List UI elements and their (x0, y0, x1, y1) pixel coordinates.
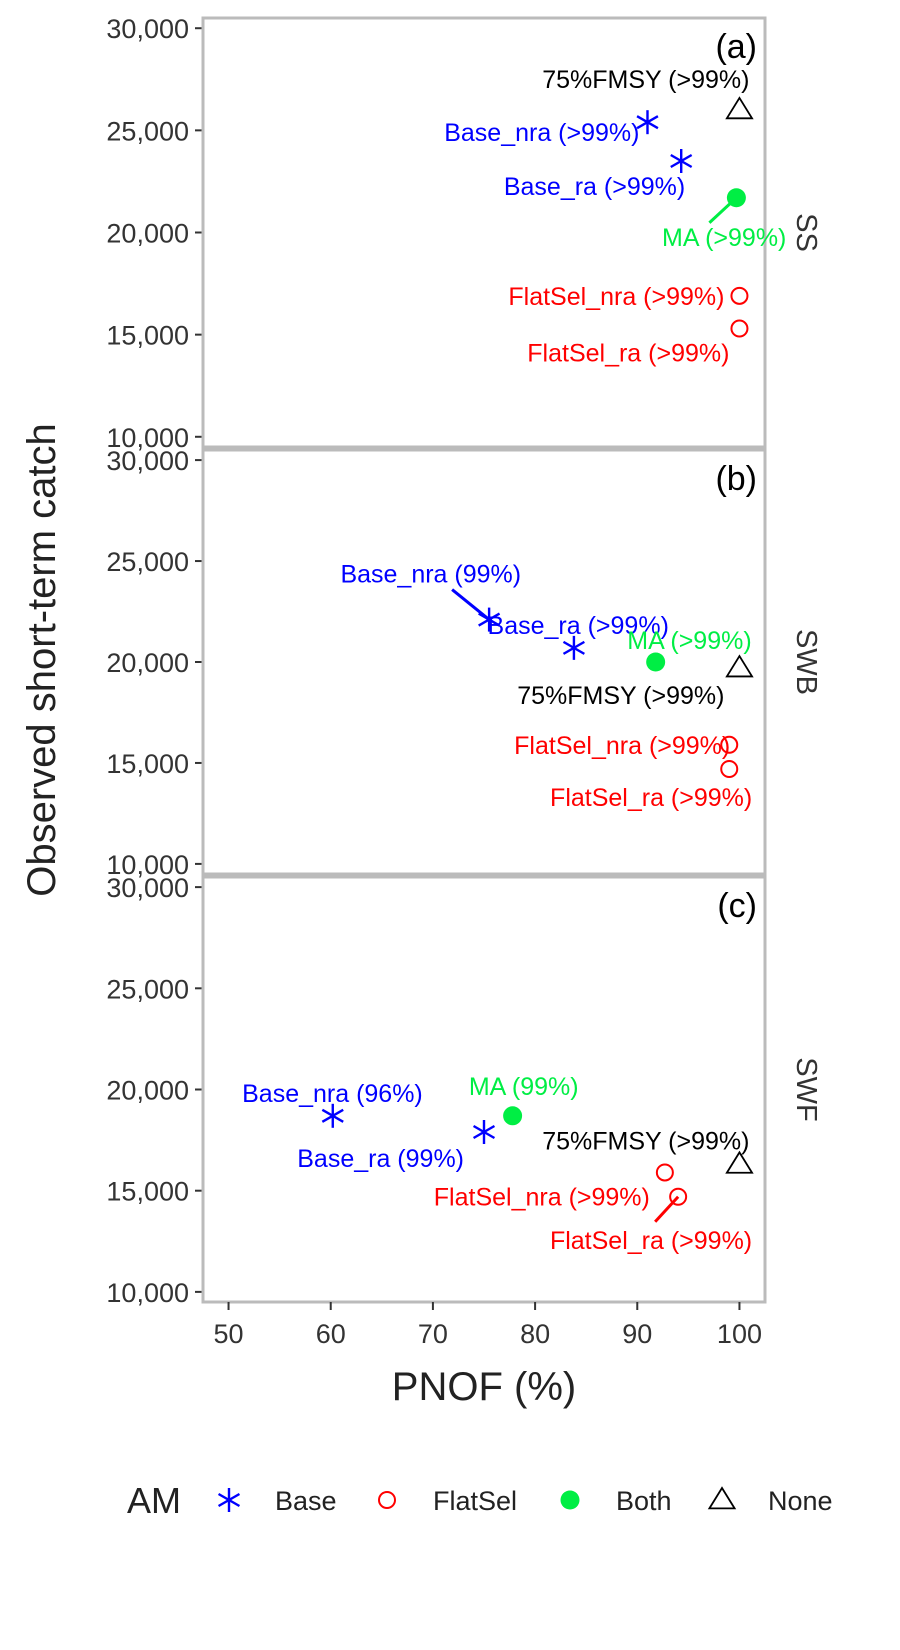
point-label: Base_ra (>99%) (488, 612, 669, 640)
legend-marker (378, 1491, 396, 1509)
x-tick-label: 70 (418, 1319, 448, 1349)
data-point (725, 96, 754, 120)
data-point (730, 286, 749, 305)
point-label: FlatSel_ra (>99%) (550, 784, 752, 812)
data-point (655, 1163, 674, 1182)
legend-label: FlatSel (433, 1486, 517, 1516)
x-tick-label: 60 (316, 1319, 346, 1349)
data-point (478, 607, 501, 632)
data-point (720, 760, 739, 779)
y-tick-label: 15,000 (106, 749, 189, 779)
y-tick-label: 30,000 (106, 873, 189, 903)
point-label: MA (>99%) (662, 224, 786, 252)
legend-title: AM (127, 1480, 181, 1521)
point-label: FlatSel_ra (>99%) (550, 1227, 752, 1255)
facet-strip-label: SS (790, 213, 822, 252)
panel-tag: (a) (715, 28, 757, 66)
facet-strip-label: SWB (790, 629, 822, 695)
point-label: Base_nra (>99%) (444, 119, 639, 147)
data-point (669, 1187, 688, 1206)
point-label: FlatSel_nra (>99%) (434, 1183, 650, 1211)
legend-label: None (768, 1486, 833, 1516)
y-tick-label: 30,000 (106, 14, 189, 44)
point-label: Base_nra (96%) (242, 1080, 423, 1108)
data-point (646, 652, 666, 672)
facet-strip-label: SWF (790, 1057, 822, 1121)
panel-tag: (c) (717, 887, 757, 925)
legend-label: Both (616, 1486, 672, 1516)
point-label: Base_nra (99%) (340, 561, 521, 589)
data-point (725, 654, 754, 678)
point-label: MA (99%) (469, 1073, 579, 1101)
point-label: FlatSel_nra (>99%) (508, 283, 724, 311)
point-label: 75%FMSY (>99%) (542, 66, 749, 94)
x-tick-label: 50 (214, 1319, 244, 1349)
y-axis-title: Observed short-term catch (20, 423, 64, 897)
point-label: 75%FMSY (>99%) (542, 1127, 749, 1155)
x-tick-label: 100 (717, 1319, 762, 1349)
data-point (562, 635, 585, 660)
data-point (730, 319, 749, 338)
legend-marker (560, 1490, 580, 1510)
data-point (725, 1150, 754, 1174)
y-tick-label: 25,000 (106, 547, 189, 577)
x-axis-title: PNOF (%) (392, 1365, 576, 1409)
panel-border (201, 448, 767, 876)
label-leader-line (451, 588, 491, 621)
data-point (726, 188, 746, 208)
data-point (670, 149, 693, 173)
legend-label: Base (275, 1486, 337, 1516)
y-tick-label: 15,000 (106, 321, 189, 351)
y-tick-label: 30,000 (106, 446, 189, 476)
legend-marker (217, 1488, 241, 1512)
y-tick-label: 20,000 (106, 1076, 189, 1106)
x-tick-label: 80 (520, 1319, 550, 1349)
y-tick-label: 20,000 (106, 648, 189, 678)
point-label: 75%FMSY (>99%) (517, 682, 724, 710)
point-label: MA (>99%) (627, 627, 751, 655)
point-label: FlatSel_ra (>99%) (527, 340, 729, 368)
data-point (503, 1106, 523, 1126)
y-tick-label: 10,000 (106, 1278, 189, 1308)
panel-tag: (b) (715, 460, 757, 498)
label-leader-line (654, 1195, 680, 1223)
x-tick-label: 90 (622, 1319, 652, 1349)
point-label: FlatSel_nra (>99%) (514, 732, 730, 760)
legend-marker (707, 1486, 737, 1510)
panel-border (201, 875, 767, 1304)
panel-border (201, 16, 767, 449)
y-tick-label: 25,000 (106, 116, 189, 146)
data-point (321, 1103, 344, 1128)
data-point (472, 1120, 496, 1144)
y-tick-label: 25,000 (106, 974, 189, 1004)
y-tick-label: 20,000 (106, 219, 189, 249)
point-label: Base_ra (>99%) (504, 173, 685, 201)
y-tick-label: 15,000 (106, 1177, 189, 1207)
data-point (720, 735, 739, 754)
point-label: Base_ra (99%) (297, 1145, 464, 1173)
data-point (636, 110, 659, 135)
y-tick-label: 10,000 (106, 850, 189, 880)
y-tick-label: 10,000 (106, 423, 189, 453)
